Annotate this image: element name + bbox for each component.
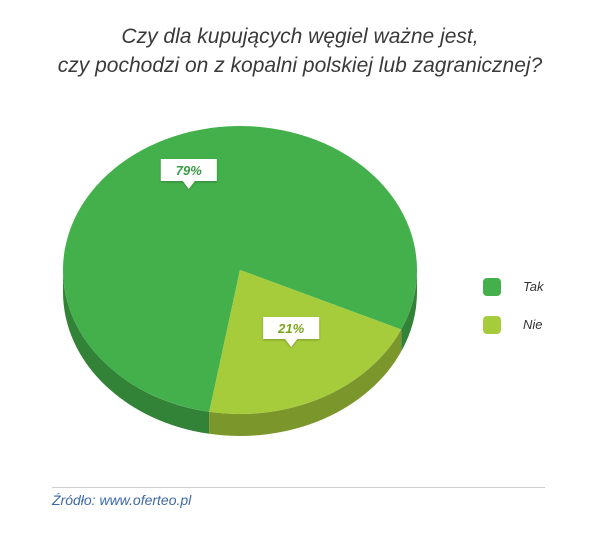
- legend-label: Tak: [523, 279, 545, 294]
- data-label-tak: 79%: [160, 159, 217, 190]
- legend-swatch: [483, 316, 501, 334]
- data-label-text: 21%: [277, 321, 304, 336]
- pie-sides: [63, 270, 417, 436]
- legend-item-tak: Tak: [483, 278, 545, 296]
- source-divider: [52, 487, 545, 488]
- pie-slice-nie: [209, 270, 402, 414]
- chart-title-line-2: czy pochodzi on z kopalni polskiej lub z…: [57, 54, 543, 77]
- pie-side-nie: [209, 329, 402, 436]
- legend-label: Nie: [523, 317, 543, 332]
- legend-item-nie: Nie: [483, 316, 543, 334]
- data-label-nie: 21%: [263, 316, 320, 347]
- pie-data-labels: 79% 21%: [160, 159, 320, 347]
- pie-chart: 79% 21% Tak Nie: [62, 125, 545, 436]
- pie-side-tak: [63, 270, 210, 434]
- source-text: Źródło: www.oferteo.pl: [52, 492, 192, 508]
- pie-slices: [62, 125, 417, 414]
- data-label-text: 79%: [176, 163, 202, 178]
- pie-slice-tak: [62, 125, 417, 412]
- chart-title: Czy dla kupujących węgiel ważne jest, cz…: [0, 22, 600, 80]
- chart-title-line-1: Czy dla kupujących węgiel ważne jest,: [121, 25, 479, 48]
- legend-swatch: [483, 278, 501, 296]
- legend: Tak Nie: [483, 278, 545, 334]
- pie-side-tak: [401, 270, 417, 352]
